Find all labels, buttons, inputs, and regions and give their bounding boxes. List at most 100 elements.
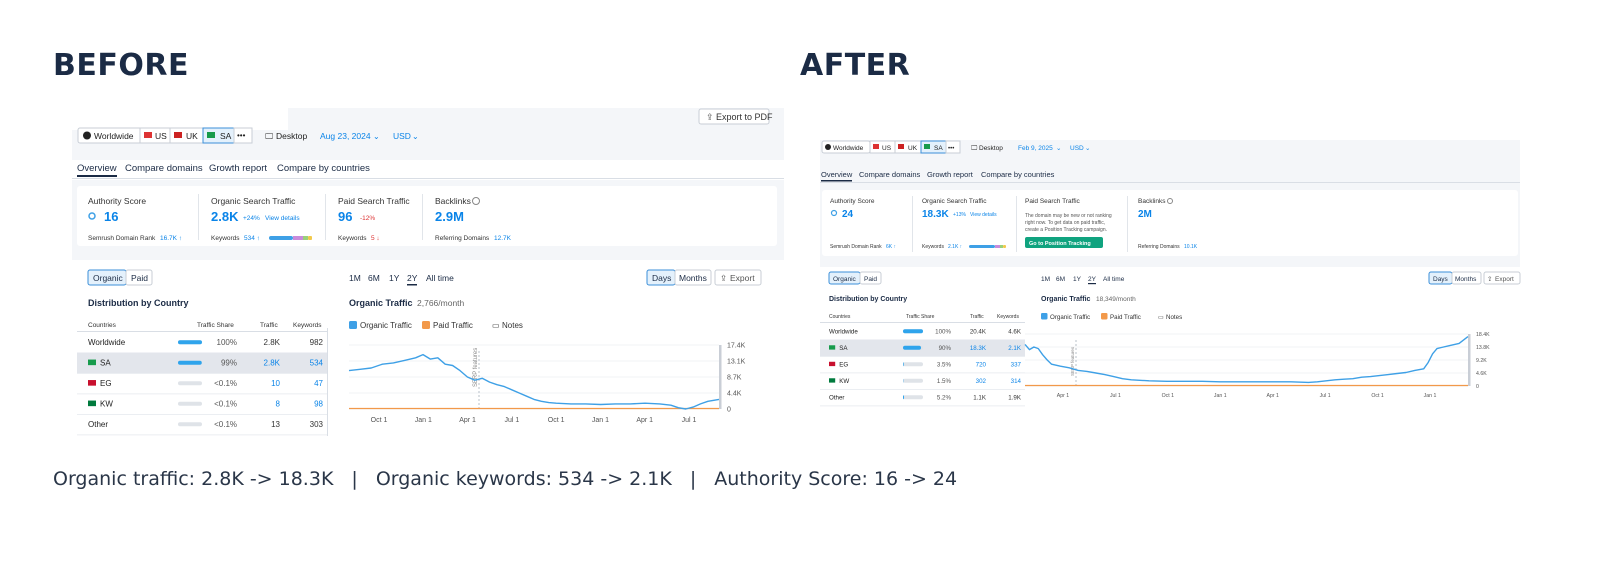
- organic-traffic-value[interactable]: 18.3K: [922, 209, 949, 220]
- range-6m[interactable]: 6M: [1056, 276, 1065, 283]
- keywords-value[interactable]: 534 ↑: [244, 235, 260, 242]
- chart-scroll-handle[interactable]: [1468, 334, 1471, 386]
- referring-domains-value[interactable]: 10.1K: [1184, 244, 1198, 250]
- after-screenshot: Worldwide US UK SA ••• 🖵 Desktop Feb 9, …: [820, 140, 1537, 420]
- tab-compare-domains[interactable]: Compare domains: [859, 170, 921, 179]
- range-2y[interactable]: 2Y: [407, 273, 418, 283]
- keyword-bar-segment: [269, 236, 293, 240]
- domain-rank-value[interactable]: 6K ↑: [886, 244, 896, 250]
- view-details-link[interactable]: View details: [265, 215, 300, 222]
- traffic-share: 1.5%: [937, 378, 952, 385]
- authority-score-label: Authority Score: [830, 198, 875, 205]
- table-row[interactable]: EG <0.1% 10 47: [77, 379, 327, 395]
- traffic-value[interactable]: 720: [976, 361, 987, 368]
- device-selector[interactable]: Desktop: [979, 145, 1003, 152]
- range-1m[interactable]: 1M: [1041, 276, 1050, 283]
- country-name[interactable]: KW: [839, 378, 849, 385]
- range-1y[interactable]: 1Y: [1073, 276, 1082, 283]
- organic-traffic-change: +24%: [243, 215, 260, 222]
- table-row[interactable]: KW 1.5% 302 314: [820, 378, 1025, 390]
- traffic-value[interactable]: 10: [271, 379, 280, 388]
- referring-domains-value[interactable]: 12.7K: [494, 235, 512, 242]
- country-name[interactable]: Other: [829, 394, 844, 401]
- location-label: US: [155, 131, 167, 141]
- keywords-value[interactable]: 337: [1011, 361, 1022, 368]
- tab-compare-countries[interactable]: Compare by countries: [277, 163, 370, 174]
- table-row[interactable]: SA 90% 18.3K 2.1K: [820, 339, 1025, 357]
- backlinks-value[interactable]: 2.9M: [435, 209, 464, 224]
- range-all-time[interactable]: All time: [1103, 276, 1125, 283]
- export-pdf-button[interactable]: [698, 108, 770, 125]
- export-button[interactable]: [714, 269, 762, 286]
- traffic-value[interactable]: 18.3K: [970, 345, 987, 352]
- range-1y[interactable]: 1Y: [389, 273, 400, 283]
- checkbox-icon[interactable]: [1101, 313, 1108, 320]
- keywords-value[interactable]: 534: [310, 359, 324, 368]
- view-details-link[interactable]: View details: [970, 212, 997, 218]
- table-row[interactable]: Other <0.1% 13 303: [77, 420, 327, 436]
- traffic-value[interactable]: 8: [276, 400, 281, 409]
- notes-dropdown[interactable]: Notes: [502, 321, 523, 330]
- active-tab-indicator: [77, 175, 117, 177]
- chart-scroll-handle[interactable]: [719, 345, 722, 409]
- range-2y[interactable]: 2Y: [1088, 276, 1097, 283]
- checkbox-icon[interactable]: [349, 321, 357, 329]
- table-row[interactable]: KW <0.1% 8 98: [77, 400, 327, 415]
- tab-overview[interactable]: Overview: [77, 163, 117, 174]
- country-name[interactable]: KW: [100, 400, 113, 409]
- table-row[interactable]: SA 99% 2.8K 534: [77, 352, 327, 374]
- range-6m[interactable]: 6M: [368, 273, 380, 283]
- country-name[interactable]: EG: [839, 361, 848, 368]
- more-locations-button[interactable]: [945, 140, 961, 154]
- country-name[interactable]: Other: [88, 420, 108, 429]
- months-toggle[interactable]: [674, 269, 712, 286]
- checkbox-icon[interactable]: [422, 321, 430, 329]
- currency-selector[interactable]: USD: [1070, 145, 1084, 152]
- keywords-value[interactable]: 2.1K ↑: [948, 244, 962, 250]
- date-selector[interactable]: Feb 9, 2025: [1018, 145, 1053, 152]
- paid-toggle[interactable]: [859, 271, 882, 285]
- authority-score-value[interactable]: 16: [104, 209, 118, 224]
- tab-overview[interactable]: Overview: [821, 170, 853, 179]
- device-selector[interactable]: Desktop: [276, 131, 307, 141]
- tab-compare-countries[interactable]: Compare by countries: [981, 170, 1055, 179]
- tab-growth-report[interactable]: Growth report: [927, 170, 974, 179]
- notes-dropdown[interactable]: Notes: [1166, 314, 1182, 321]
- paid-traffic-value[interactable]: 96: [338, 209, 352, 224]
- more-locations-button[interactable]: [233, 127, 253, 144]
- chart-title: Organic Traffic: [349, 298, 413, 308]
- range-all-time[interactable]: All time: [426, 273, 454, 283]
- months-toggle[interactable]: [1451, 271, 1482, 285]
- authority-score-value[interactable]: 24: [842, 209, 854, 220]
- backlinks-value[interactable]: 2M: [1138, 209, 1152, 220]
- position-tracking-button[interactable]: [1025, 237, 1103, 248]
- paid-keywords-label: Keywords: [338, 235, 367, 242]
- country-name[interactable]: Worldwide: [88, 338, 126, 347]
- checkbox-icon[interactable]: [1041, 313, 1048, 320]
- info-icon: [472, 197, 480, 205]
- domain-rank-value[interactable]: 16.7K ↑: [160, 235, 182, 242]
- country-name[interactable]: SA: [100, 359, 111, 368]
- keywords-value[interactable]: 314: [1011, 378, 1022, 385]
- table-row[interactable]: EG 3.5% 720 337: [820, 361, 1025, 374]
- date-selector[interactable]: Aug 23, 2024: [320, 131, 371, 141]
- table-row[interactable]: Other 5.2% 1.1K 1.9K: [820, 394, 1025, 407]
- currency-selector[interactable]: USD: [393, 131, 411, 141]
- toggle-label: Organic: [833, 276, 857, 283]
- traffic-value[interactable]: 2.8K: [264, 359, 281, 368]
- country-name[interactable]: SA: [839, 345, 848, 352]
- organic-traffic-value[interactable]: 2.8K: [211, 209, 239, 224]
- export-button[interactable]: [1483, 271, 1521, 285]
- traffic-value[interactable]: 302: [976, 378, 987, 385]
- keywords-value[interactable]: 47: [314, 379, 323, 388]
- row-divider: [820, 405, 1025, 407]
- keywords-value[interactable]: 2.1K: [1008, 345, 1022, 352]
- paid-keywords-value[interactable]: 5 ↓: [371, 235, 380, 242]
- paid-toggle[interactable]: [125, 269, 153, 286]
- tab-compare-domains[interactable]: Compare domains: [125, 163, 203, 174]
- range-1m[interactable]: 1M: [349, 273, 361, 283]
- tab-growth-report[interactable]: Growth report: [209, 163, 267, 174]
- keywords-value[interactable]: 98: [314, 400, 323, 409]
- country-name[interactable]: EG: [100, 379, 112, 388]
- country-name[interactable]: Worldwide: [829, 328, 858, 335]
